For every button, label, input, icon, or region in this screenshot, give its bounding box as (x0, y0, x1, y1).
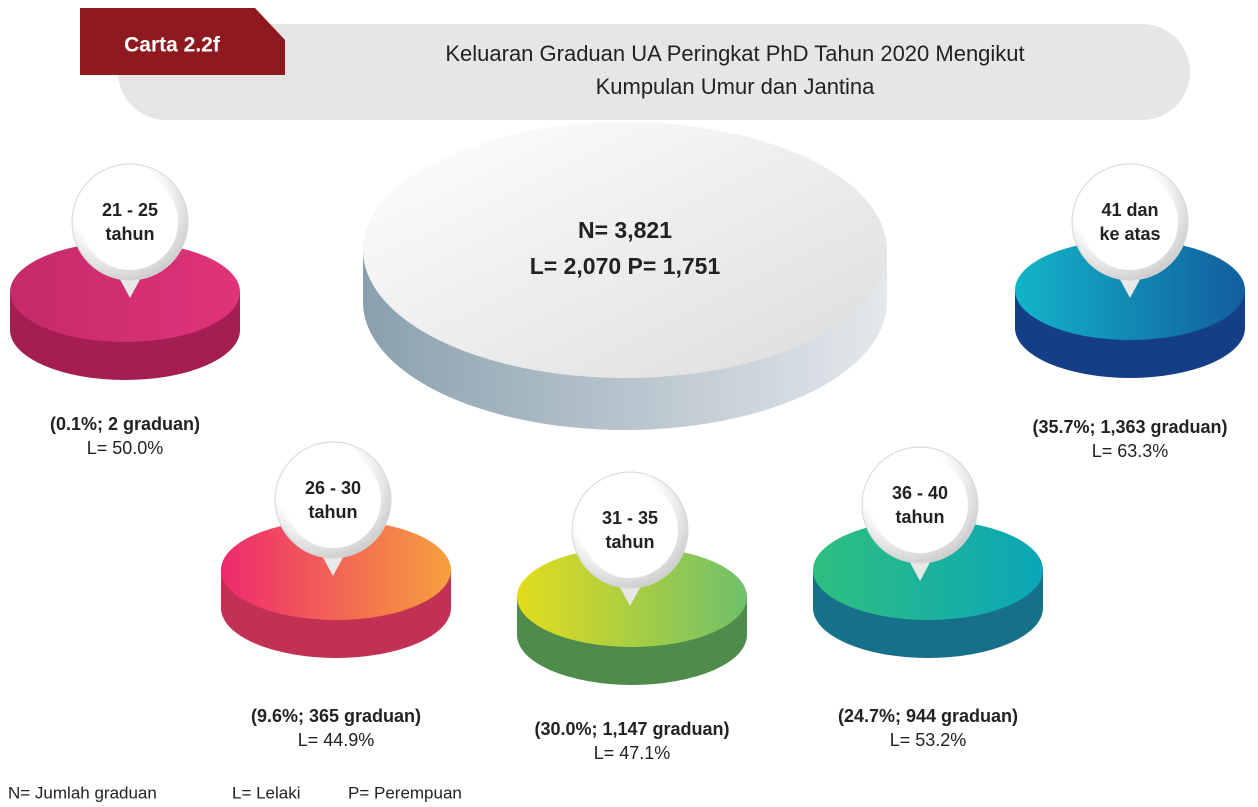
group-label: 36 - 40 (892, 483, 948, 503)
group-share: (24.7%; 944 graduan) (838, 706, 1018, 726)
group-label: ke atas (1099, 224, 1160, 244)
bubble-inner (1082, 174, 1178, 270)
group-label: 26 - 30 (305, 478, 361, 498)
disc-top (363, 122, 887, 378)
legend-item: N= Jumlah graduan (8, 783, 157, 802)
legend-item: L= Lelaki (232, 783, 301, 802)
group-label: tahun (896, 507, 945, 527)
bubble-inner (582, 482, 678, 578)
group-label: 21 - 25 (102, 200, 158, 220)
group-male: L= 53.2% (890, 730, 967, 750)
group-share: (30.0%; 1,147 graduan) (534, 719, 729, 739)
group-label: tahun (309, 502, 358, 522)
tag: Carta 2.2f (124, 34, 221, 57)
title-line: Keluaran Graduan UA Peringkat PhD Tahun … (445, 41, 1024, 66)
group-male: L= 47.1% (594, 743, 671, 763)
infographic: Carta 2.2f Keluaran Graduan UA Peringkat… (0, 0, 1258, 807)
group-label: 41 dan (1101, 200, 1158, 220)
group-label: tahun (106, 224, 155, 244)
group-label: 31 - 35 (602, 508, 658, 528)
bubble-inner (285, 452, 381, 548)
total-line: L= 2,070 P= 1,751 (530, 253, 721, 279)
total-line: N= 3,821 (578, 217, 672, 243)
title-line: Kumpulan Umur dan Jantina (596, 74, 876, 99)
group-male: L= 50.0% (87, 438, 164, 458)
bubble-inner (82, 174, 178, 270)
bubble-inner (872, 457, 968, 553)
group-share: (9.6%; 365 graduan) (251, 706, 421, 726)
group-label: tahun (606, 532, 655, 552)
group-share: (0.1%; 2 graduan) (50, 414, 200, 434)
group-share: (35.7%; 1,363 graduan) (1032, 417, 1227, 437)
group-male: L= 63.3% (1092, 441, 1169, 461)
legend-item: P= Perempuan (348, 783, 462, 802)
group-male: L= 44.9% (298, 730, 375, 750)
